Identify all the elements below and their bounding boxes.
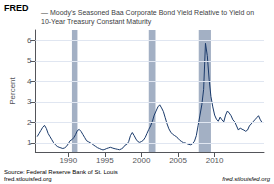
svg-text:3: 3 <box>27 97 32 106</box>
svg-text:2005: 2005 <box>169 156 187 165</box>
svg-text:1: 1 <box>27 138 32 147</box>
svg-text:10-Year Treasury Constant Matu: 10-Year Treasury Constant Maturity <box>41 18 152 26</box>
svg-text:fred.stlouisfed.org: fred.stlouisfed.org <box>4 176 52 182</box>
svg-text:2: 2 <box>27 118 32 127</box>
svg-text:6: 6 <box>27 36 32 45</box>
svg-text:2000: 2000 <box>133 156 151 165</box>
svg-text:— Moody's Seasoned Baa Corpora: — Moody's Seasoned Baa Corporate Bond Yi… <box>41 9 256 17</box>
svg-text:1990: 1990 <box>59 156 77 165</box>
svg-text:2010: 2010 <box>206 156 224 165</box>
svg-text:fred.stlouisfed.org: fred.stlouisfed.org <box>222 176 270 182</box>
svg-text:Source: Federal Reserve Bank o: Source: Federal Reserve Bank of St. Loui… <box>4 169 118 175</box>
svg-text:4: 4 <box>27 77 32 86</box>
svg-text:5: 5 <box>27 56 32 65</box>
svg-text:Percent: Percent <box>8 76 17 104</box>
svg-text:1995: 1995 <box>96 156 114 165</box>
svg-text:FRED: FRED <box>4 3 29 13</box>
